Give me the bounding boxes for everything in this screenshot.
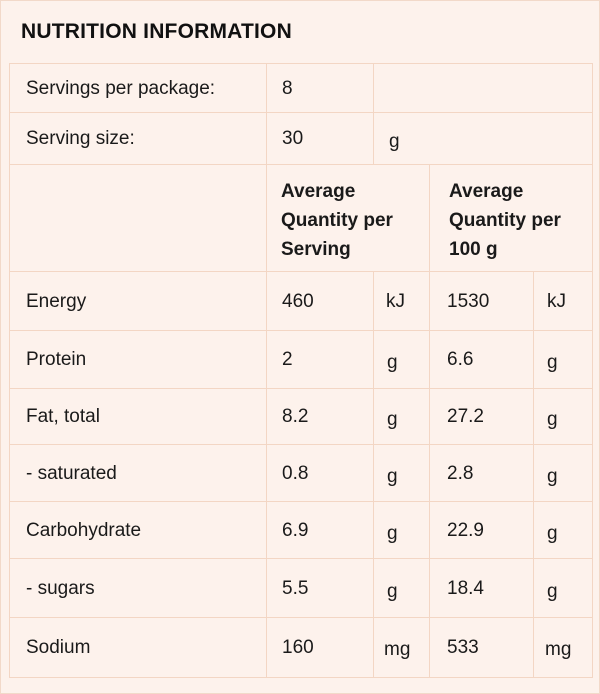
divider bbox=[9, 558, 593, 559]
per-serving-value: 5.5 bbox=[282, 578, 309, 599]
per-serving-unit: mg bbox=[384, 639, 411, 660]
per-serving-value: 160 bbox=[282, 637, 314, 658]
per-100g-value: 1530 bbox=[447, 291, 490, 312]
per-100g-unit: g bbox=[547, 581, 558, 602]
column-header-per-serving: Average Quantity per Serving bbox=[281, 181, 393, 260]
per-serving-unit: g bbox=[387, 352, 398, 373]
per-serving-value: 0.8 bbox=[282, 463, 309, 484]
serving-size-unit: g bbox=[389, 131, 400, 152]
per-100g-value: 27.2 bbox=[447, 406, 484, 427]
per-serving-value: 460 bbox=[282, 291, 314, 312]
divider bbox=[9, 677, 593, 678]
per-serving-unit: g bbox=[387, 581, 398, 602]
servings-per-package-value: 8 bbox=[282, 78, 293, 99]
divider bbox=[9, 112, 593, 113]
per-serving-unit: g bbox=[387, 466, 398, 487]
serving-size-label: Serving size: bbox=[26, 128, 135, 149]
divider bbox=[9, 63, 593, 64]
divider bbox=[9, 63, 10, 677]
per-100g-unit: g bbox=[547, 466, 558, 487]
divider bbox=[9, 271, 593, 272]
serving-size-value: 30 bbox=[282, 128, 304, 149]
per-serving-value: 2 bbox=[282, 349, 293, 370]
per-100g-value: 18.4 bbox=[447, 578, 484, 599]
divider bbox=[592, 63, 593, 677]
divider bbox=[9, 164, 593, 165]
per-100g-value: 2.8 bbox=[447, 463, 474, 484]
divider bbox=[9, 330, 593, 331]
per-serving-unit: kJ bbox=[386, 291, 405, 312]
per-100g-value: 533 bbox=[447, 637, 479, 658]
per-serving-unit: g bbox=[387, 523, 398, 544]
servings-per-package-label: Servings per package: bbox=[26, 78, 216, 99]
divider bbox=[9, 444, 593, 445]
per-serving-value: 8.2 bbox=[282, 406, 309, 427]
per-100g-unit: g bbox=[547, 352, 558, 373]
column-header-per-100g: Average Quantity per 100 g bbox=[449, 181, 561, 260]
divider bbox=[9, 501, 593, 502]
nutrient-name: Fat, total bbox=[26, 406, 100, 427]
divider bbox=[429, 164, 430, 677]
per-serving-unit: g bbox=[387, 409, 398, 430]
per-100g-value: 6.6 bbox=[447, 349, 474, 370]
divider bbox=[373, 271, 374, 677]
divider bbox=[266, 63, 267, 677]
divider bbox=[533, 271, 534, 677]
per-100g-unit: g bbox=[547, 409, 558, 430]
per-100g-value: 22.9 bbox=[447, 520, 484, 541]
nutrient-name: Energy bbox=[26, 291, 87, 312]
nutrient-name: - saturated bbox=[26, 463, 117, 484]
divider bbox=[373, 63, 374, 164]
per-serving-value: 6.9 bbox=[282, 520, 309, 541]
nutrient-name: Protein bbox=[26, 349, 87, 370]
per-100g-unit: kJ bbox=[547, 291, 566, 312]
divider bbox=[9, 388, 593, 389]
per-100g-unit: g bbox=[547, 523, 558, 544]
nutrient-name: Carbohydrate bbox=[26, 520, 142, 541]
divider bbox=[9, 617, 593, 618]
nutrient-name: Sodium bbox=[26, 637, 91, 658]
per-100g-unit: mg bbox=[545, 639, 572, 660]
panel-title: NUTRITION INFORMATION bbox=[21, 20, 292, 43]
nutrient-name: - sugars bbox=[26, 578, 95, 599]
